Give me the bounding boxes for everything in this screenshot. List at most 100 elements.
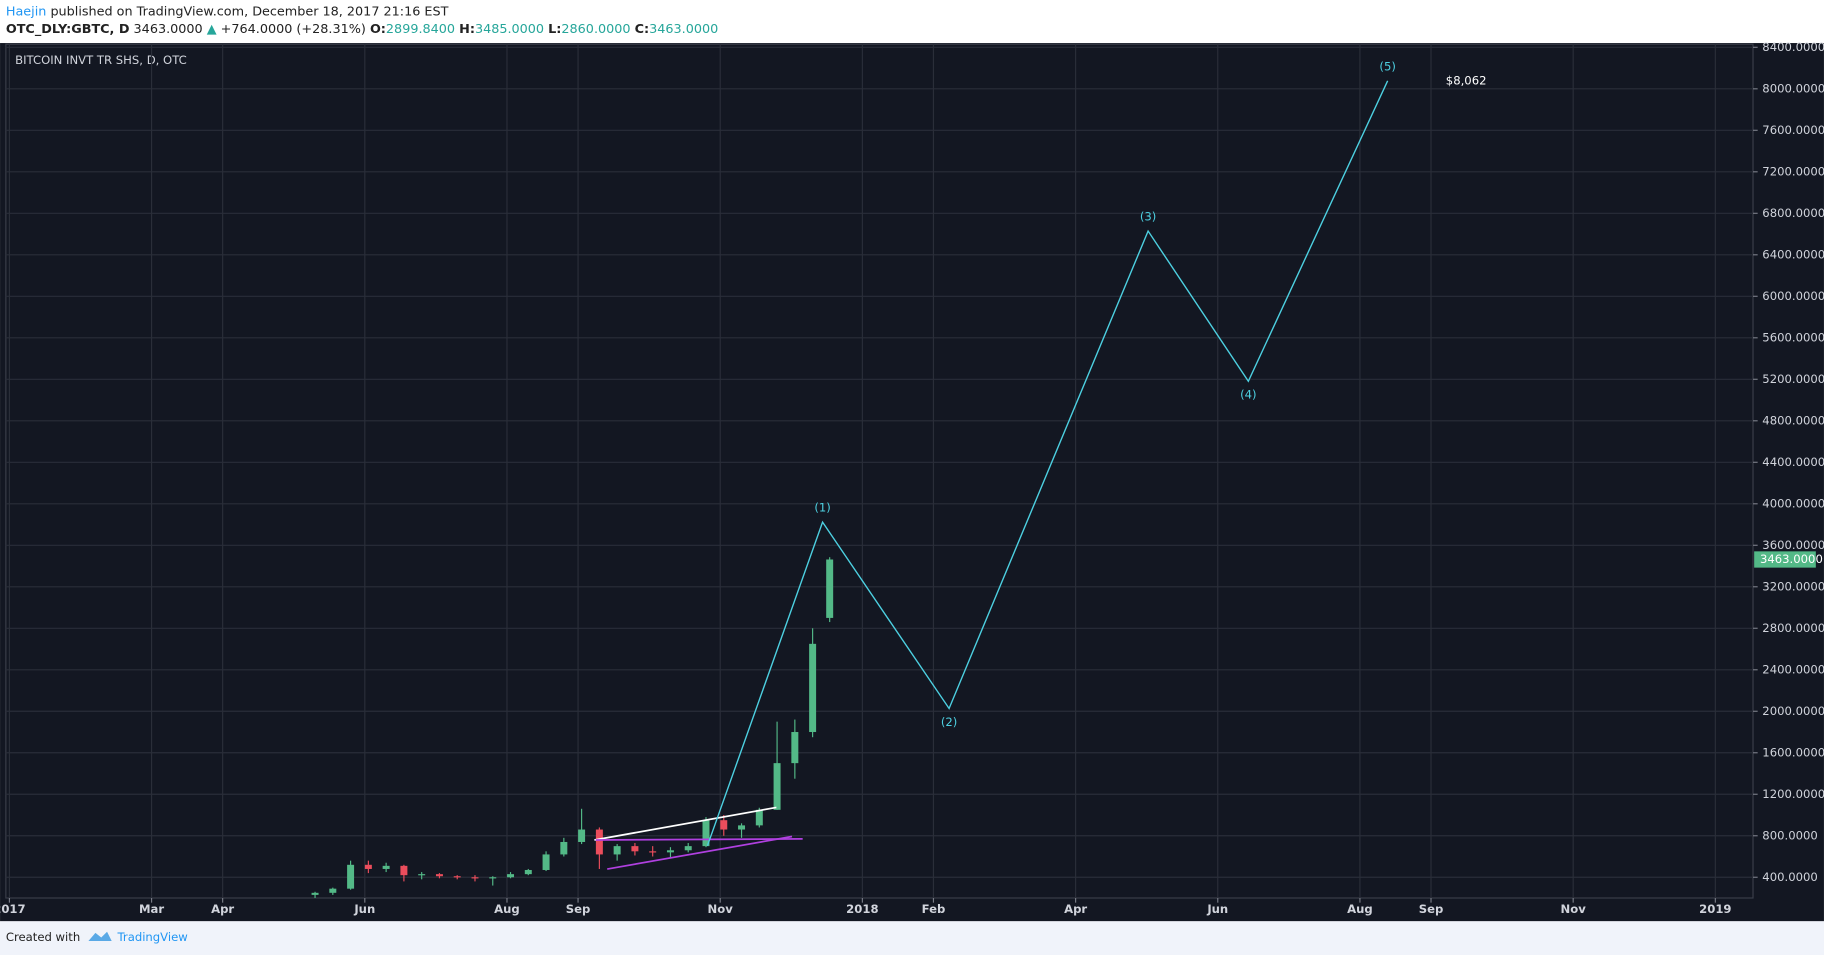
wave-label: (5) — [1379, 59, 1395, 73]
candle-body — [560, 841, 568, 855]
y-tick-label: 4800.0000 — [1762, 413, 1824, 427]
x-tick-label: 2019 — [1699, 902, 1731, 916]
candle-body — [755, 809, 763, 826]
wave-line — [706, 80, 1389, 847]
footer-created: Created with — [6, 930, 80, 944]
candle-body — [738, 825, 746, 830]
ohlc-key: C: — [635, 22, 650, 37]
candle-body — [329, 888, 337, 893]
symbol: OTC_DLY:GBTC, D — [6, 22, 130, 37]
y-tick-label: 8400.0000 — [1762, 40, 1824, 54]
candle-body — [649, 851, 657, 853]
y-tick-label: 2400.0000 — [1762, 662, 1824, 676]
x-tick-label: Nov — [1561, 902, 1587, 916]
published: published on TradingView.com, December 1… — [50, 4, 448, 19]
y-tick-label: 4000.0000 — [1762, 496, 1824, 510]
candle-body — [595, 829, 603, 855]
y-tick-label: 7600.0000 — [1762, 123, 1824, 137]
ohlc-key: H: — [459, 22, 475, 37]
x-tick-label: Mar — [139, 902, 164, 916]
x-tick-label: Jun — [353, 902, 375, 916]
candle-body — [435, 874, 443, 877]
candle-body — [720, 820, 728, 830]
footer-bg — [0, 921, 1824, 955]
candle-body — [364, 864, 372, 869]
y-tick-label: 6800.0000 — [1762, 206, 1824, 220]
candle-body — [347, 864, 355, 889]
candle-body — [578, 829, 586, 842]
author[interactable]: Haejin — [6, 4, 47, 19]
y-tick-label: 2800.0000 — [1762, 621, 1824, 635]
candle-body — [684, 846, 692, 851]
x-tick-label: Jun — [1206, 902, 1228, 916]
x-tick-label: Aug — [1347, 902, 1373, 916]
trendline — [595, 837, 803, 841]
x-tick-label: Aug — [494, 902, 520, 916]
last-price-label: 3463.0000 — [1760, 552, 1823, 566]
footer-brand[interactable]: TradingView — [117, 930, 189, 944]
last: 3463.0000 — [134, 22, 203, 37]
header-line-2: OTC_DLY:GBTC, D 3463.0000 ▲ +764.0000 (+… — [6, 22, 718, 37]
candle-body — [400, 865, 408, 876]
candle-body — [311, 892, 319, 895]
candle-body — [507, 874, 515, 878]
wave-label: (2) — [941, 715, 957, 729]
y-tick-label: 1600.0000 — [1762, 745, 1824, 759]
candle-body — [382, 865, 390, 869]
y-tick-label: 8000.0000 — [1762, 81, 1824, 95]
chart-title: BITCOIN INVT TR SHS, D, OTC — [15, 53, 187, 67]
y-tick-label: 800.0000 — [1762, 828, 1817, 842]
y-tick-label: 400.0000 — [1762, 870, 1817, 884]
candle-body — [631, 846, 639, 852]
x-tick-label: Sep — [1419, 902, 1444, 916]
y-tick-label: 2000.0000 — [1762, 704, 1824, 718]
trendline — [607, 835, 793, 870]
candle-body — [453, 876, 461, 878]
header-bg — [0, 0, 1824, 44]
candle-body — [702, 820, 710, 847]
y-tick-label: 7200.0000 — [1762, 164, 1824, 178]
x-tick-label: Apr — [1064, 902, 1087, 916]
candle-body — [809, 643, 817, 733]
wave-label: (1) — [814, 501, 830, 515]
wave-label: (3) — [1140, 210, 1156, 224]
y-tick-label: 1200.0000 — [1762, 787, 1824, 801]
ohlc-value: 2899.8400 — [386, 22, 455, 37]
y-tick-label: 6000.0000 — [1762, 289, 1824, 303]
x-tick-label: Feb — [922, 902, 946, 916]
ohlc-key: O: — [370, 22, 386, 37]
ohlc-value: 2860.0000 — [561, 22, 630, 37]
candle-body — [524, 869, 532, 875]
y-tick-label: 5200.0000 — [1762, 372, 1824, 386]
x-tick-label: Nov — [708, 902, 734, 916]
y-tick-label: 3600.0000 — [1762, 538, 1824, 552]
candle-body — [542, 854, 550, 870]
candle-body — [791, 732, 799, 764]
plot-area — [5, 43, 1754, 899]
candle-body — [489, 877, 497, 879]
y-tick-label: 3200.0000 — [1762, 579, 1824, 593]
annotation: $8,062 — [1446, 73, 1487, 87]
ohlc-value: 3485.0000 — [475, 22, 544, 37]
arrow: ▲ — [207, 22, 217, 37]
ohlc-key: L: — [548, 22, 561, 37]
candle-body — [471, 877, 479, 879]
x-tick-label: 2017 — [0, 902, 26, 916]
logo — [88, 931, 112, 942]
x-tick-label: Sep — [566, 902, 591, 916]
change: +764.0000 (+28.31%) — [221, 22, 366, 37]
y-tick-label: 6400.0000 — [1762, 247, 1824, 261]
header-line-1: Haejin published on TradingView.com, Dec… — [6, 4, 449, 19]
wave-label: (4) — [1240, 388, 1256, 402]
candle-body — [666, 850, 674, 853]
y-tick-label: 4400.0000 — [1762, 455, 1824, 469]
x-tick-label: 2018 — [846, 902, 878, 916]
candle-body — [826, 559, 834, 618]
x-tick-label: Apr — [211, 902, 234, 916]
last-price-tag — [1754, 551, 1816, 568]
candle-body — [613, 846, 621, 855]
candle-body — [773, 763, 781, 810]
trendline — [594, 806, 777, 841]
